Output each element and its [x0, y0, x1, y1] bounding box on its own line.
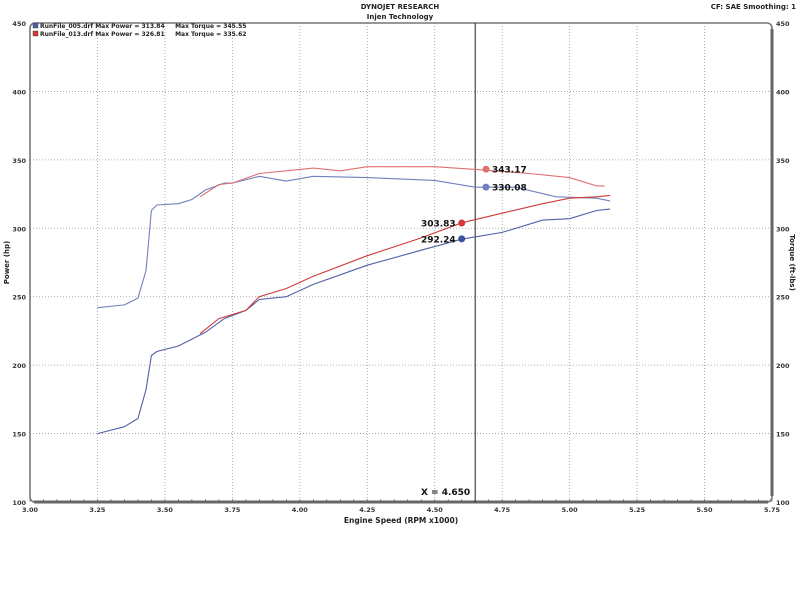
marker-label: 303.83	[421, 220, 456, 230]
x-tick-label: 3.75	[224, 506, 241, 514]
x-tick-label: 5.25	[629, 506, 646, 514]
y2-tick-label: 400	[776, 88, 790, 96]
marker-label: 330.08	[492, 184, 527, 194]
y2-tick-label: 100	[776, 499, 790, 507]
series-line-power-3	[199, 194, 611, 335]
x-tick-label: 4.00	[292, 506, 309, 514]
series-line-torque-1	[199, 166, 605, 198]
legend-entry: RunFile_005.drf Max Power = 313.84 Max T…	[40, 23, 246, 30]
y2-tick-label: 200	[776, 362, 790, 370]
x-tick-label: 4.25	[359, 506, 376, 514]
chart-company: DYNOJET RESEARCH	[360, 3, 440, 11]
y-tick-label: 100	[12, 499, 26, 507]
y-tick-label: 200	[12, 362, 26, 370]
data-marker	[458, 235, 466, 243]
marker-label: 292.24	[421, 235, 456, 245]
legend-swatch	[32, 30, 39, 37]
y-tick-label: 450	[12, 20, 26, 28]
x-tick-label: 4.50	[427, 506, 444, 514]
x-axis-label: Engine Speed (RPM x1000)	[344, 516, 458, 525]
y-tick-label: 150	[12, 431, 26, 439]
y2-tick-label: 450	[776, 20, 790, 28]
y2-tick-label: 300	[776, 225, 790, 233]
x-tick-label: 3.00	[22, 506, 39, 514]
x-tick-label: 3.50	[157, 506, 174, 514]
cursor-label: X = 4.650	[421, 488, 470, 498]
x-tick-label: 4.75	[494, 506, 511, 514]
marker-label: 343.17	[492, 166, 527, 176]
chart-subtitle: Injen Technology	[366, 13, 434, 21]
x-tick-label: 5.75	[764, 506, 781, 514]
legend-swatch	[32, 22, 39, 29]
chart-settings: CF: SAE Smoothing: 1	[710, 3, 796, 11]
x-tick-label: 5.00	[562, 506, 579, 514]
y-tick-label: 250	[12, 294, 26, 302]
series-line-torque-0	[97, 175, 611, 309]
y2-tick-label: 250	[776, 294, 790, 302]
series-line-power-2	[97, 208, 611, 435]
data-marker	[482, 183, 490, 191]
plot-frame	[29, 22, 773, 503]
y-tick-label: 350	[12, 157, 26, 165]
y-axis-label: Power (hp)	[3, 241, 11, 284]
x-tick-label: 5.50	[697, 506, 714, 514]
y2-tick-label: 150	[776, 431, 790, 439]
y-tick-label: 300	[12, 225, 26, 233]
y2-tick-label: 350	[776, 157, 790, 165]
data-marker	[482, 165, 490, 173]
x-tick-label: 3.25	[89, 506, 106, 514]
legend-entry: RunFile_013.drf Max Power = 326.81 Max T…	[40, 31, 246, 38]
data-marker	[458, 219, 466, 227]
y2-axis-label: Torque (ft-lbs)	[788, 234, 796, 291]
y-tick-label: 400	[12, 88, 26, 96]
